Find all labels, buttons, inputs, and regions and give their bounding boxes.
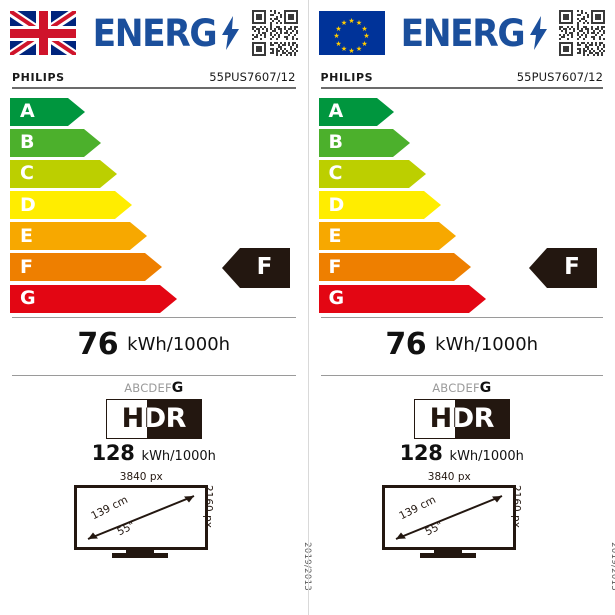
scale-divider: [12, 316, 296, 318]
brand-row-uk: PHILIPS 55PUS7607/12: [10, 62, 298, 84]
scale-row-f: F: [10, 253, 298, 282]
tv-diagram-uk: 3840 px 2160 px 139 cm 55": [10, 471, 298, 559]
uk-flag-icon: [10, 11, 76, 55]
lightning-bolt-icon: [530, 16, 548, 50]
rating-badge: F: [221, 247, 290, 288]
tv-width-px: 3840 px: [427, 470, 471, 483]
hdr-logo-text-inverse: HDR: [429, 403, 494, 434]
header-divider: [12, 87, 296, 89]
hdr-scale-prefix: ABCDEF: [432, 380, 480, 395]
header-divider: [320, 87, 603, 89]
scale-row-g: G: [318, 284, 606, 313]
scale-divider: [320, 316, 603, 318]
eu-flag-icon: ★ ★ ★ ★ ★ ★ ★ ★ ★ ★ ★ ★: [318, 11, 385, 55]
hdr-consumption: 128 kWh/1000h: [399, 440, 524, 465]
energy-consumption-eu: 76 kWh/1000h: [319, 318, 606, 372]
scale-letter: D: [20, 193, 36, 216]
scale-letter: A: [328, 100, 344, 122]
label-header-eu: ★ ★ ★ ★ ★ ★ ★ ★ ★ ★ ★ ★ ENERG: [318, 8, 605, 58]
energy-class-scale-eu: A B C D: [318, 97, 606, 314]
scale-letter: B: [328, 131, 343, 154]
scale-letter: B: [20, 131, 35, 154]
qr-code-icon: [559, 10, 605, 56]
regulation-reference: 2019/2013: [609, 542, 615, 591]
rating-badge: F: [529, 247, 597, 288]
hdr-class-scale: ABCDEF G: [432, 380, 491, 396]
hdr-consumption: 128 kWh/1000h: [91, 440, 216, 465]
scale-letter: F: [328, 255, 342, 278]
energ-text: ENERG: [400, 11, 526, 55]
tv-outline-icon: [382, 484, 517, 558]
scale-letter: C: [20, 162, 34, 185]
scale-row-d: D: [10, 191, 298, 220]
hdr-consumption-unit: kWh/1000h: [449, 448, 524, 464]
consumption-divider: [12, 374, 296, 376]
scale-row-g: G: [10, 284, 298, 313]
scale-letter: D: [328, 193, 345, 216]
energ-text: ENERG: [92, 11, 218, 55]
energy-label-panel-uk: ENERG: [10, 8, 312, 591]
scale-row-f: F: [318, 253, 606, 282]
scale-row-a: A: [10, 97, 298, 126]
scale-row-b: B: [10, 128, 298, 157]
hdr-scale-prefix: ABCDEF: [124, 380, 172, 395]
hdr-logo-icon: HDR HDR: [105, 398, 202, 439]
scale-letter: C: [328, 162, 343, 185]
scale-letter: G: [20, 287, 36, 310]
tv-outline-icon: [74, 484, 209, 558]
energ-wordmark-eu: ENERG: [391, 15, 554, 52]
label-header-uk: ENERG: [10, 8, 298, 58]
scale-letter: E: [328, 224, 342, 247]
scale-letter: G: [328, 287, 345, 310]
energy-consumption-uk: 76 kWh/1000h: [10, 318, 298, 372]
energy-class-scale-uk: A B C D: [10, 97, 298, 314]
scale-letter: A: [20, 100, 35, 122]
model-number: 55PUS7607/12: [516, 70, 603, 84]
consumption-divider: [320, 374, 603, 376]
consumption-value: 76: [77, 326, 119, 362]
hdr-consumption-value: 128: [91, 440, 135, 465]
brand-name: PHILIPS: [320, 71, 374, 84]
hdr-logo-text: HDR: [430, 405, 456, 432]
rating-letter: F: [256, 254, 273, 280]
tv-diagram-eu: 3840 px 2160 px 139 cm 55": [319, 471, 606, 559]
qr-code-icon: [251, 10, 298, 56]
energy-label-panel-eu: ★ ★ ★ ★ ★ ★ ★ ★ ★ ★ ★ ★ ENERG: [307, 0, 615, 615]
consumption-unit: kWh/1000h: [127, 333, 231, 355]
scale-letter: F: [20, 255, 33, 278]
hdr-consumption-unit: kWh/1000h: [141, 448, 216, 464]
hdr-scale-class: G: [171, 379, 184, 396]
scale-letter: E: [20, 224, 33, 247]
consumption-unit: kWh/1000h: [435, 333, 539, 355]
hdr-logo-text-inverse: HDR: [121, 403, 186, 434]
scale-row-c: C: [318, 159, 606, 188]
scale-row-e: E: [318, 222, 606, 251]
lightning-bolt-icon: [222, 16, 240, 50]
model-number: 55PUS7607/12: [209, 70, 296, 84]
scale-row-d: D: [318, 191, 606, 220]
hdr-logo-text: HDR: [122, 405, 148, 432]
hdr-class-scale: ABCDEF G: [124, 380, 183, 396]
consumption-value: 76: [385, 326, 427, 362]
hdr-logo-icon: HDR HDR: [413, 398, 510, 439]
energ-wordmark-uk: ENERG: [82, 15, 246, 52]
scale-row-e: E: [10, 222, 298, 251]
scale-row-a: A: [318, 97, 606, 126]
rating-letter: F: [564, 254, 580, 280]
scale-row-c: C: [10, 159, 298, 188]
scale-row-b: B: [318, 128, 606, 157]
hdr-consumption-value: 128: [399, 440, 443, 465]
tv-width-px: 3840 px: [119, 470, 163, 483]
brand-name: PHILIPS: [12, 71, 65, 84]
hdr-scale-class: G: [479, 379, 492, 396]
brand-row-eu: PHILIPS 55PUS7607/12: [319, 62, 606, 84]
